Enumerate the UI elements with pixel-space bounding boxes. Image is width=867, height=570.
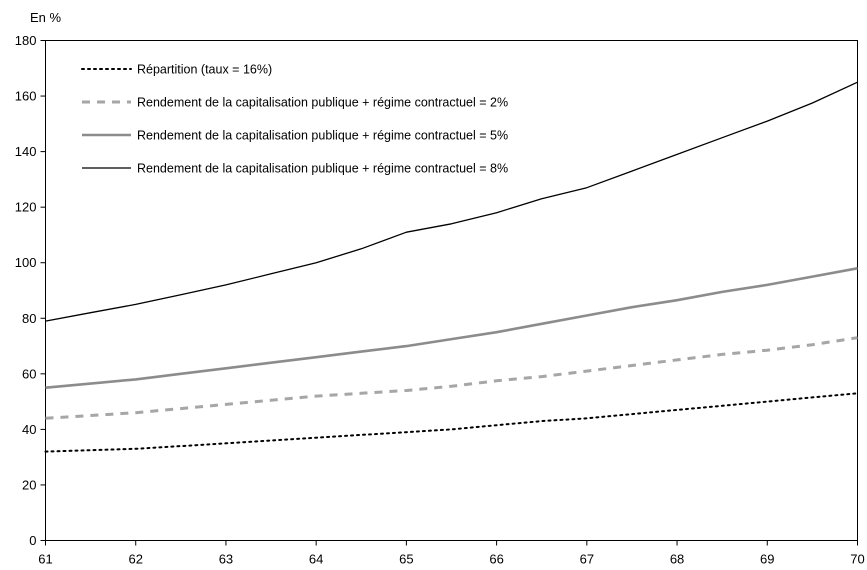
y-unit-label: En %: [30, 10, 62, 25]
x-tick-label: 64: [309, 552, 323, 567]
x-tick-label: 67: [580, 552, 594, 567]
series-layer: [44, 81, 859, 453]
y-tick-label: 160: [15, 89, 37, 104]
series-line-2: [45, 336, 858, 420]
x-tick-label: 63: [219, 552, 233, 567]
y-tick-label: 100: [15, 255, 37, 270]
plot-frame: [45, 40, 858, 541]
x-tick-label: 61: [38, 552, 52, 567]
y-axis: 0 20 40 60 80 100 120 140 160 180: [15, 33, 46, 548]
x-tick-label: 65: [399, 552, 413, 567]
legend-label-1: Répartition (taux = 16%): [137, 63, 272, 77]
y-tick-label: 20: [22, 477, 36, 492]
legend-label-2: Rendement de la capitalisation publique …: [137, 96, 508, 110]
series-line-3: [45, 267, 858, 389]
y-tick-label: 180: [15, 33, 37, 48]
legend-label-4: Rendement de la capitalisation publique …: [137, 162, 508, 176]
y-tick-label: 60: [22, 366, 36, 381]
x-tick-label: 62: [128, 552, 142, 567]
x-tick-label: 66: [489, 552, 503, 567]
legend: Répartition (taux = 16%) Rendement de la …: [81, 63, 508, 176]
y-tick-label: 140: [15, 144, 37, 159]
legend-label-3: Rendement de la capitalisation publique …: [137, 129, 508, 143]
y-tick-label: 80: [22, 311, 36, 326]
y-tick-label: 0: [29, 533, 36, 548]
series-line-4: [45, 81, 858, 322]
x-tick-label: 68: [670, 552, 684, 567]
y-tick-label: 40: [22, 422, 36, 437]
series-line-1: [44, 392, 859, 453]
x-axis: 61 62 63 64 65 66 67 68 69 70: [38, 540, 865, 567]
x-tick-label: 70: [850, 552, 864, 567]
x-tick-label: 69: [760, 552, 774, 567]
y-tick-label: 120: [15, 200, 37, 215]
